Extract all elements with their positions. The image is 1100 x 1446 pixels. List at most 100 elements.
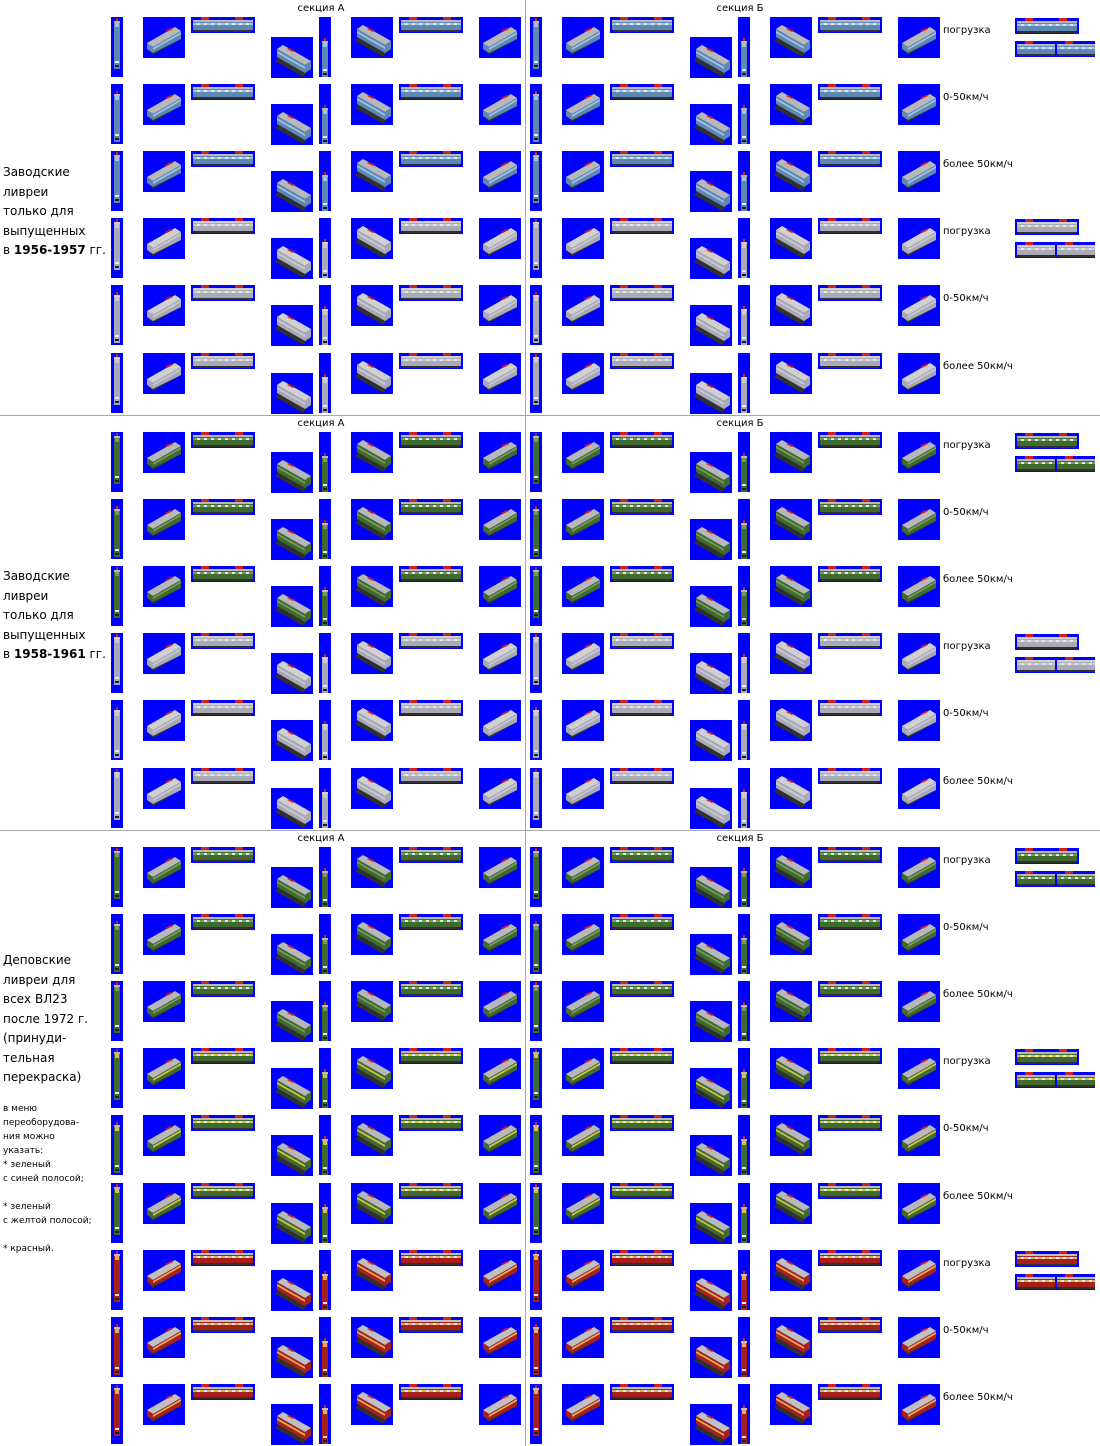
locomotive-green-sprite bbox=[143, 566, 185, 607]
locomotive-green-sprite bbox=[143, 914, 185, 955]
locomotive-green-sprite bbox=[770, 432, 812, 473]
locomotive-grey-sprite bbox=[143, 700, 185, 741]
locomotive-red-sprite bbox=[818, 1317, 882, 1333]
row-state-label: 0-50км/ч bbox=[943, 1325, 989, 1336]
locomotive-grey-sprite bbox=[690, 238, 732, 279]
locomotive-green-yellow-sprite bbox=[479, 1115, 521, 1156]
locomotive-grey-sprite bbox=[690, 373, 732, 414]
locomotive-grey-sprite bbox=[738, 768, 750, 828]
row-state-label: погрузка bbox=[943, 1258, 991, 1269]
locomotive-blue-sprite bbox=[351, 151, 393, 192]
section-a-label: секция А bbox=[297, 418, 345, 429]
description-line: только для bbox=[3, 204, 74, 218]
locomotive-green-yellow-sprite bbox=[530, 1115, 542, 1175]
locomotive-red-sprite bbox=[191, 1317, 255, 1333]
locomotive-green-sprite bbox=[143, 432, 185, 473]
locomotive-blue-sprite bbox=[319, 84, 331, 144]
years-prefix: в bbox=[3, 647, 14, 661]
locomotive-green-yellow-sprite bbox=[690, 1203, 732, 1244]
row-state-label: 0-50км/ч bbox=[943, 1123, 989, 1134]
locomotive-grey-sprite bbox=[399, 768, 463, 784]
row-state-label: 0-50км/ч bbox=[943, 92, 989, 103]
locomotive-green-sprite bbox=[319, 847, 331, 907]
locomotive-grey-sprite bbox=[898, 700, 940, 741]
locomotive-green-sprite bbox=[351, 847, 393, 888]
locomotive-green-yellow-sprite bbox=[479, 1048, 521, 1089]
locomotive-grey-sprite bbox=[738, 353, 750, 413]
locomotive-grey-sprite bbox=[399, 285, 463, 301]
locomotive-green-sprite bbox=[738, 499, 750, 559]
locomotive-red-sprite bbox=[690, 1337, 732, 1378]
locomotive-red-sprite bbox=[143, 1384, 185, 1425]
description-line: Деповские bbox=[3, 953, 72, 967]
locomotive-green-sprite bbox=[818, 499, 882, 515]
locomotive-green-yellow-sprite bbox=[610, 1115, 674, 1131]
locomotive-red-sprite bbox=[610, 1384, 674, 1400]
locomotive-green-yellow-sprite bbox=[818, 1048, 882, 1064]
description-line: после 1972 г. bbox=[3, 1011, 89, 1026]
locomotive-blue-sprite bbox=[770, 151, 812, 192]
locomotive-grey-sprite bbox=[738, 218, 750, 278]
locomotive-green-sprite bbox=[191, 566, 255, 582]
locomotive-grey-sprite bbox=[319, 768, 331, 828]
locomotive-grey-sprite bbox=[143, 353, 185, 394]
locomotive-red-sprite bbox=[399, 1384, 463, 1400]
locomotive-green-sprite bbox=[818, 847, 882, 863]
locomotive-green-yellow-sprite bbox=[319, 1183, 331, 1243]
locomotive-green-yellow-sprite bbox=[1015, 1072, 1055, 1088]
locomotive-blue-sprite bbox=[818, 84, 882, 100]
locomotive-blue-sprite bbox=[399, 84, 463, 100]
locomotive-grey-sprite bbox=[770, 218, 812, 259]
locomotive-grey-sprite bbox=[818, 353, 882, 369]
locomotive-green-sprite bbox=[319, 499, 331, 559]
locomotive-green-sprite bbox=[562, 499, 604, 540]
locomotive-green-sprite bbox=[319, 566, 331, 626]
locomotive-grey-sprite bbox=[610, 768, 674, 784]
locomotive-green-sprite bbox=[818, 914, 882, 930]
row-state-label: погрузка bbox=[943, 855, 991, 866]
locomotive-green-sprite bbox=[111, 432, 123, 492]
row-state-label: погрузка bbox=[943, 641, 991, 652]
locomotive-blue-sprite bbox=[271, 104, 313, 145]
locomotive-green-sprite bbox=[271, 1001, 313, 1042]
locomotive-grey-sprite bbox=[111, 353, 123, 413]
locomotive-green-yellow-sprite bbox=[562, 1048, 604, 1089]
locomotive-green-sprite bbox=[530, 847, 542, 907]
locomotive-red-sprite bbox=[562, 1384, 604, 1425]
section-a-label: секция А bbox=[297, 833, 345, 844]
locomotive-green-sprite bbox=[530, 981, 542, 1041]
locomotive-grey-sprite bbox=[111, 285, 123, 345]
locomotive-green-sprite bbox=[271, 586, 313, 627]
locomotive-blue-sprite bbox=[111, 84, 123, 144]
locomotive-grey-sprite bbox=[191, 768, 255, 784]
locomotive-green-yellow-sprite bbox=[271, 1203, 313, 1244]
locomotive-red-sprite bbox=[191, 1384, 255, 1400]
locomotive-blue-sprite bbox=[143, 17, 185, 58]
locomotive-green-sprite bbox=[690, 586, 732, 627]
locomotive-grey-sprite bbox=[818, 218, 882, 234]
locomotive-green-sprite bbox=[898, 432, 940, 473]
locomotive-red-sprite bbox=[690, 1404, 732, 1445]
locomotive-green-sprite bbox=[191, 981, 255, 997]
note-line: * зеленый bbox=[3, 1160, 51, 1170]
locomotive-blue-sprite bbox=[1055, 41, 1095, 57]
locomotive-grey-sprite bbox=[898, 353, 940, 394]
locomotive-green-sprite bbox=[610, 914, 674, 930]
row-state-label: погрузка bbox=[943, 25, 991, 36]
locomotive-grey-sprite bbox=[690, 653, 732, 694]
locomotive-green-sprite bbox=[610, 847, 674, 863]
locomotive-green-yellow-sprite bbox=[818, 1115, 882, 1131]
repaint-note: в меню переоборудова-ния можно указать: * з… bbox=[3, 1102, 107, 1256]
row-state-label: более 50км/ч bbox=[943, 1392, 1013, 1403]
row-state-label: погрузка bbox=[943, 226, 991, 237]
locomotive-red-sprite bbox=[530, 1317, 542, 1377]
locomotive-red-sprite bbox=[898, 1250, 940, 1291]
locomotive-green-sprite bbox=[770, 847, 812, 888]
row-state-label: более 50км/ч bbox=[943, 574, 1013, 585]
note-line bbox=[3, 1186, 107, 1200]
group-divider bbox=[0, 415, 1100, 416]
description-line: выпущенных bbox=[3, 223, 86, 238]
locomotive-green-yellow-sprite bbox=[479, 1183, 521, 1224]
locomotive-green-yellow-sprite bbox=[770, 1048, 812, 1089]
locomotive-red-sprite bbox=[111, 1317, 123, 1377]
